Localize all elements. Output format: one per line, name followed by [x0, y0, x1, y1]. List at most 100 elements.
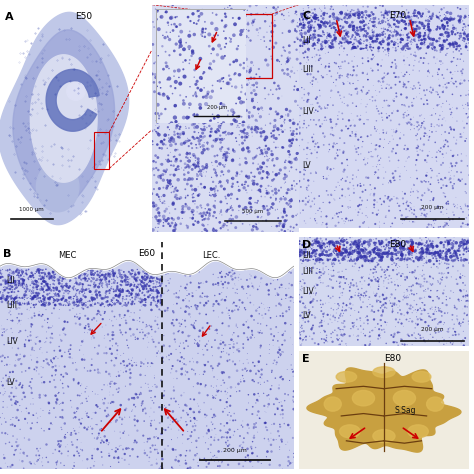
Point	[421, 22, 429, 30]
Point	[7, 463, 14, 471]
Point	[65, 346, 73, 354]
Point	[264, 392, 271, 400]
Point	[110, 272, 118, 280]
Point	[203, 161, 210, 168]
Point	[112, 340, 120, 347]
Point	[280, 12, 288, 19]
Point	[91, 283, 98, 291]
Point	[246, 36, 254, 44]
Point	[146, 284, 154, 292]
Point	[124, 273, 131, 281]
Point	[241, 266, 249, 273]
Point	[375, 252, 383, 259]
Point	[205, 435, 212, 442]
Point	[366, 252, 374, 259]
Point	[127, 381, 134, 388]
Point	[453, 40, 460, 47]
Point	[131, 271, 139, 278]
Point	[287, 228, 294, 235]
Point	[176, 56, 184, 64]
Point	[31, 339, 39, 346]
Point	[408, 36, 416, 43]
Point	[361, 277, 368, 285]
Point	[0, 294, 5, 302]
Point	[349, 276, 356, 283]
Point	[340, 273, 348, 281]
Point	[203, 104, 211, 111]
Point	[373, 290, 381, 297]
Point	[254, 328, 262, 336]
Point	[210, 212, 217, 220]
Point	[395, 256, 403, 264]
Point	[183, 281, 191, 288]
Point	[343, 301, 350, 309]
Point	[239, 53, 246, 61]
Point	[358, 13, 366, 21]
Point	[155, 204, 162, 212]
Point	[15, 276, 23, 284]
Point	[76, 272, 84, 279]
Point	[352, 33, 359, 41]
Point	[39, 266, 46, 274]
Point	[439, 150, 447, 158]
Point	[201, 84, 208, 91]
Point	[217, 122, 224, 129]
Point	[212, 227, 220, 235]
Point	[417, 281, 424, 289]
Point	[375, 246, 383, 254]
Point	[218, 136, 226, 143]
Point	[27, 323, 35, 331]
Point	[64, 452, 72, 460]
Point	[429, 46, 437, 53]
Point	[323, 187, 330, 195]
Point	[339, 246, 347, 253]
Point	[49, 300, 57, 308]
Point	[338, 192, 346, 200]
Point	[255, 144, 263, 152]
Point	[429, 245, 437, 252]
Point	[127, 325, 134, 333]
Point	[275, 381, 283, 389]
Point	[33, 278, 40, 285]
Point	[464, 297, 472, 305]
Point	[412, 320, 419, 328]
Point	[147, 285, 155, 292]
Point	[40, 295, 47, 303]
Point	[103, 436, 110, 444]
Point	[409, 18, 417, 26]
Point	[218, 17, 226, 24]
Point	[327, 88, 335, 95]
Point	[154, 6, 161, 14]
Point	[193, 444, 201, 451]
Point	[432, 216, 439, 224]
Point	[445, 214, 453, 221]
Point	[331, 33, 339, 41]
Point	[297, 60, 304, 67]
Point	[281, 116, 289, 124]
Point	[16, 267, 23, 274]
Point	[78, 270, 85, 278]
Point	[267, 194, 274, 201]
Point	[417, 136, 424, 143]
Point	[274, 348, 282, 356]
Point	[343, 156, 351, 164]
Point	[26, 307, 33, 314]
Point	[73, 408, 81, 415]
Point	[225, 150, 233, 157]
Point	[357, 116, 365, 123]
Point	[274, 144, 282, 151]
Point	[286, 158, 293, 166]
Point	[148, 383, 156, 391]
Point	[390, 193, 398, 201]
Point	[348, 33, 356, 41]
Point	[427, 208, 434, 215]
Point	[216, 269, 224, 277]
Point	[50, 268, 57, 275]
Point	[301, 240, 309, 247]
Point	[208, 19, 216, 27]
Point	[74, 380, 82, 387]
Point	[219, 171, 227, 178]
Point	[296, 177, 303, 184]
Point	[382, 267, 390, 275]
Point	[10, 451, 18, 458]
